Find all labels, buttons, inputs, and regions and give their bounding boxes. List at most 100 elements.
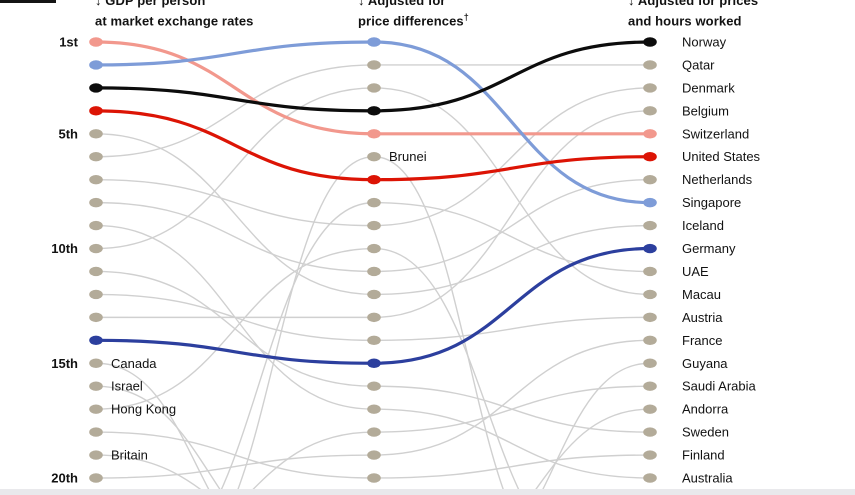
- rank-dot: [89, 152, 103, 162]
- country-label-right: Germany: [682, 241, 736, 256]
- rank-dot: [89, 220, 103, 231]
- rank-dot: [89, 358, 103, 368]
- rank-dot: [643, 266, 657, 277]
- rank-dot: [89, 450, 103, 460]
- rank-dot: [367, 266, 381, 277]
- country-label-right: UAE: [682, 264, 709, 279]
- rank-link-gray: [373, 110, 651, 319]
- country-label-right: Singapore: [682, 195, 741, 210]
- rank-link-gray-entry: [218, 201, 375, 495]
- column-header-price-adjusted: ↓ Adjusted for price differences†: [358, 0, 598, 29]
- rank-link-gray: [373, 385, 651, 433]
- rank-link-gray: [373, 224, 651, 296]
- rank-link-gray-exit: [95, 454, 209, 495]
- rank-link-gray-entry: [539, 362, 651, 495]
- rank-dot-highlighted: [367, 106, 381, 116]
- rank-dot: [89, 266, 103, 277]
- rank-dot-highlighted: [89, 60, 103, 70]
- country-label-right: Belgium: [682, 103, 729, 118]
- rank-link-gray-entry: [530, 408, 651, 495]
- country-label-right: Australia: [682, 470, 733, 485]
- rank-link-gray: [373, 316, 651, 342]
- rank-dot: [89, 129, 103, 139]
- rank-link-gray-exit: [95, 385, 225, 495]
- rank-dot: [367, 243, 381, 254]
- rank-dot: [643, 335, 657, 346]
- country-label-right: Guyana: [682, 356, 728, 371]
- country-label-right: Sweden: [682, 425, 729, 440]
- rank-dot: [367, 220, 381, 231]
- rank-dot: [643, 174, 657, 185]
- rank-link-singapore: [94, 40, 376, 67]
- rank-dot: [367, 289, 381, 300]
- header-line1: ↓ GDP per person: [95, 0, 206, 8]
- rank-dot: [89, 197, 103, 208]
- rank-tick-label: 1st: [59, 35, 78, 50]
- rank-link-gray: [95, 454, 375, 479]
- country-label-right: Macau: [682, 287, 721, 302]
- rank-link-gray-entry: [234, 156, 375, 495]
- header-line1: ↓ Adjusted for: [358, 0, 446, 8]
- rank-dot: [367, 335, 381, 346]
- cropped-footer-band: [0, 489, 855, 495]
- rank-dot-highlighted: [643, 129, 657, 139]
- country-label-left: Israel: [111, 379, 143, 394]
- country-label-right: Finland: [682, 448, 725, 463]
- rank-dot-highlighted: [89, 37, 103, 47]
- country-label-left: Canada: [111, 356, 157, 371]
- rank-dot: [367, 312, 381, 323]
- rank-link-gray: [373, 87, 651, 227]
- rank-link-singapore: [372, 40, 652, 205]
- rank-link-gray: [373, 339, 651, 456]
- header-line1: ↓ Adjusted for prices: [628, 0, 759, 8]
- rank-dot: [643, 381, 657, 391]
- rank-link-gray: [373, 201, 651, 273]
- top-rule-fragment: [0, 0, 56, 3]
- rank-link-gray: [373, 87, 651, 296]
- header-line2: and hours worked: [628, 13, 742, 29]
- rank-link-norway: [94, 86, 376, 113]
- rank-dot: [643, 83, 657, 93]
- country-label-right: Andorra: [682, 402, 729, 417]
- rank-dot-highlighted: [89, 106, 103, 116]
- country-label-right: Switzerland: [682, 126, 749, 141]
- country-label-middle: Brunei: [389, 149, 427, 164]
- rank-tick-label: 15th: [51, 356, 78, 371]
- rank-dot: [643, 473, 657, 483]
- rank-tick-label: 5th: [59, 126, 79, 141]
- country-label-right: France: [682, 333, 722, 348]
- rank-link-gray: [95, 64, 375, 158]
- column-header-hours-adjusted: ↓ Adjusted for prices and hours worked: [628, 0, 855, 29]
- country-label-right: Qatar: [682, 57, 715, 72]
- rank-dot: [89, 243, 103, 254]
- rank-dot: [367, 152, 381, 162]
- rank-link-gray: [373, 178, 651, 273]
- rank-dot-highlighted: [367, 37, 381, 47]
- rank-link-gray: [95, 87, 375, 250]
- rank-dot: [367, 83, 381, 93]
- country-label-right: Saudi Arabia: [682, 379, 756, 394]
- rank-link-norway: [372, 40, 652, 113]
- rank-dot: [643, 106, 657, 116]
- rank-link-united-states: [372, 155, 652, 182]
- rank-dot: [89, 312, 103, 323]
- rank-dot-highlighted: [89, 83, 103, 93]
- rank-dot-highlighted: [367, 174, 381, 185]
- rank-link-gray-exit: [373, 247, 523, 495]
- rank-dot-highlighted: [89, 335, 103, 346]
- rank-link-gray: [95, 201, 375, 273]
- dagger-footnote-mark: †: [463, 12, 469, 22]
- country-label-right: Iceland: [682, 218, 724, 233]
- rank-dot-highlighted: [367, 129, 381, 139]
- rank-dot: [89, 404, 103, 414]
- rank-link-gray-exit: [373, 156, 507, 495]
- rank-dot: [643, 220, 657, 231]
- country-label-left: Britain: [111, 448, 148, 463]
- rank-link-gray: [95, 178, 375, 227]
- rank-tick-label: 20th: [51, 470, 78, 485]
- rank-dot: [367, 60, 381, 70]
- rank-link-gray-exit: [95, 362, 213, 495]
- rank-dot: [643, 404, 657, 414]
- rank-link-united-states: [94, 109, 376, 182]
